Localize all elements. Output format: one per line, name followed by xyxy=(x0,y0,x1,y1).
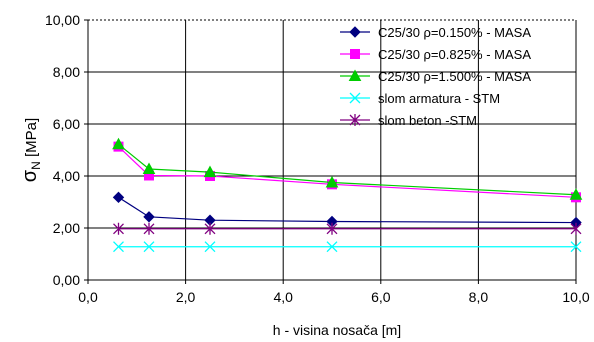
plot-area xyxy=(88,20,576,280)
legend-label: C25/30 ρ=1.500% - MASA xyxy=(378,69,531,84)
x-axis-title: h - visina nosača [m] xyxy=(273,322,401,338)
series-1 xyxy=(112,191,582,229)
y-axis-title-sub: N xyxy=(29,161,43,170)
axes xyxy=(84,19,577,284)
y-axis-title-unit: [MPa] xyxy=(23,118,40,161)
legend-item: C25/30 ρ=0.825% - MASA xyxy=(340,47,531,62)
y-tick-label: 6,00 xyxy=(53,116,80,132)
y-tick-labels: 0,00 2,00 4,00 6,00 8,00 10,00 xyxy=(45,12,80,288)
x-tick-label: 8,0 xyxy=(469,289,489,305)
x-tick-label: 0,0 xyxy=(78,289,98,305)
legend-label: slom beton -STM xyxy=(378,113,477,128)
legend-item: slom beton -STM xyxy=(340,113,477,128)
data-point xyxy=(143,222,155,235)
data-point xyxy=(325,175,339,188)
data-point xyxy=(143,241,155,253)
x-tick-labels: 0,0 2,0 4,0 6,0 8,0 10,0 xyxy=(78,289,590,305)
y-axis-title: σN [MPa] xyxy=(19,118,43,182)
y-tick-label: 4,00 xyxy=(53,168,80,184)
data-point xyxy=(204,222,216,235)
data-point xyxy=(113,222,124,235)
series-5 xyxy=(113,222,582,235)
legend-swatch-marker xyxy=(350,49,360,59)
legend-swatch-marker xyxy=(349,26,361,38)
legend-label: C25/30 ρ=0.150% - MASA xyxy=(378,25,531,40)
data-point xyxy=(112,191,125,204)
y-axis-title-main: σ xyxy=(19,169,41,182)
series-group xyxy=(112,137,583,253)
legend-label: C25/30 ρ=0.825% - MASA xyxy=(378,47,531,62)
data-point xyxy=(113,241,124,253)
data-point xyxy=(569,188,583,200)
x-tick-label: 6,0 xyxy=(371,289,391,305)
data-point xyxy=(143,211,155,223)
data-point xyxy=(570,222,582,235)
data-point xyxy=(203,165,217,178)
legend-swatch-marker xyxy=(349,92,361,104)
legend-swatch-marker xyxy=(349,114,361,126)
data-point xyxy=(204,241,216,253)
data-point xyxy=(570,241,582,253)
data-point xyxy=(326,241,338,253)
legend: C25/30 ρ=0.150% - MASA C25/30 ρ=0.825% - … xyxy=(340,25,531,128)
legend-swatch-marker xyxy=(348,69,362,81)
x-tick-label: 4,0 xyxy=(273,289,293,305)
legend-item: C25/30 ρ=0.150% - MASA xyxy=(340,25,531,40)
y-tick-label: 8,00 xyxy=(53,64,80,80)
data-point xyxy=(326,222,338,235)
y-tick-label: 2,00 xyxy=(53,220,80,236)
data-point xyxy=(142,162,156,174)
x-tick-label: 2,0 xyxy=(176,289,196,305)
legend-item: slom armatura - STM xyxy=(340,91,500,106)
series-3 xyxy=(112,137,583,200)
data-point xyxy=(112,137,125,150)
legend-label: slom armatura - STM xyxy=(378,91,500,106)
y-tick-label: 10,00 xyxy=(45,12,80,28)
legend-item: C25/30 ρ=1.500% - MASA xyxy=(340,69,531,84)
y-tick-label: 0,00 xyxy=(53,272,80,288)
x-tick-label: 10,0 xyxy=(562,289,589,305)
series-4 xyxy=(113,241,582,253)
